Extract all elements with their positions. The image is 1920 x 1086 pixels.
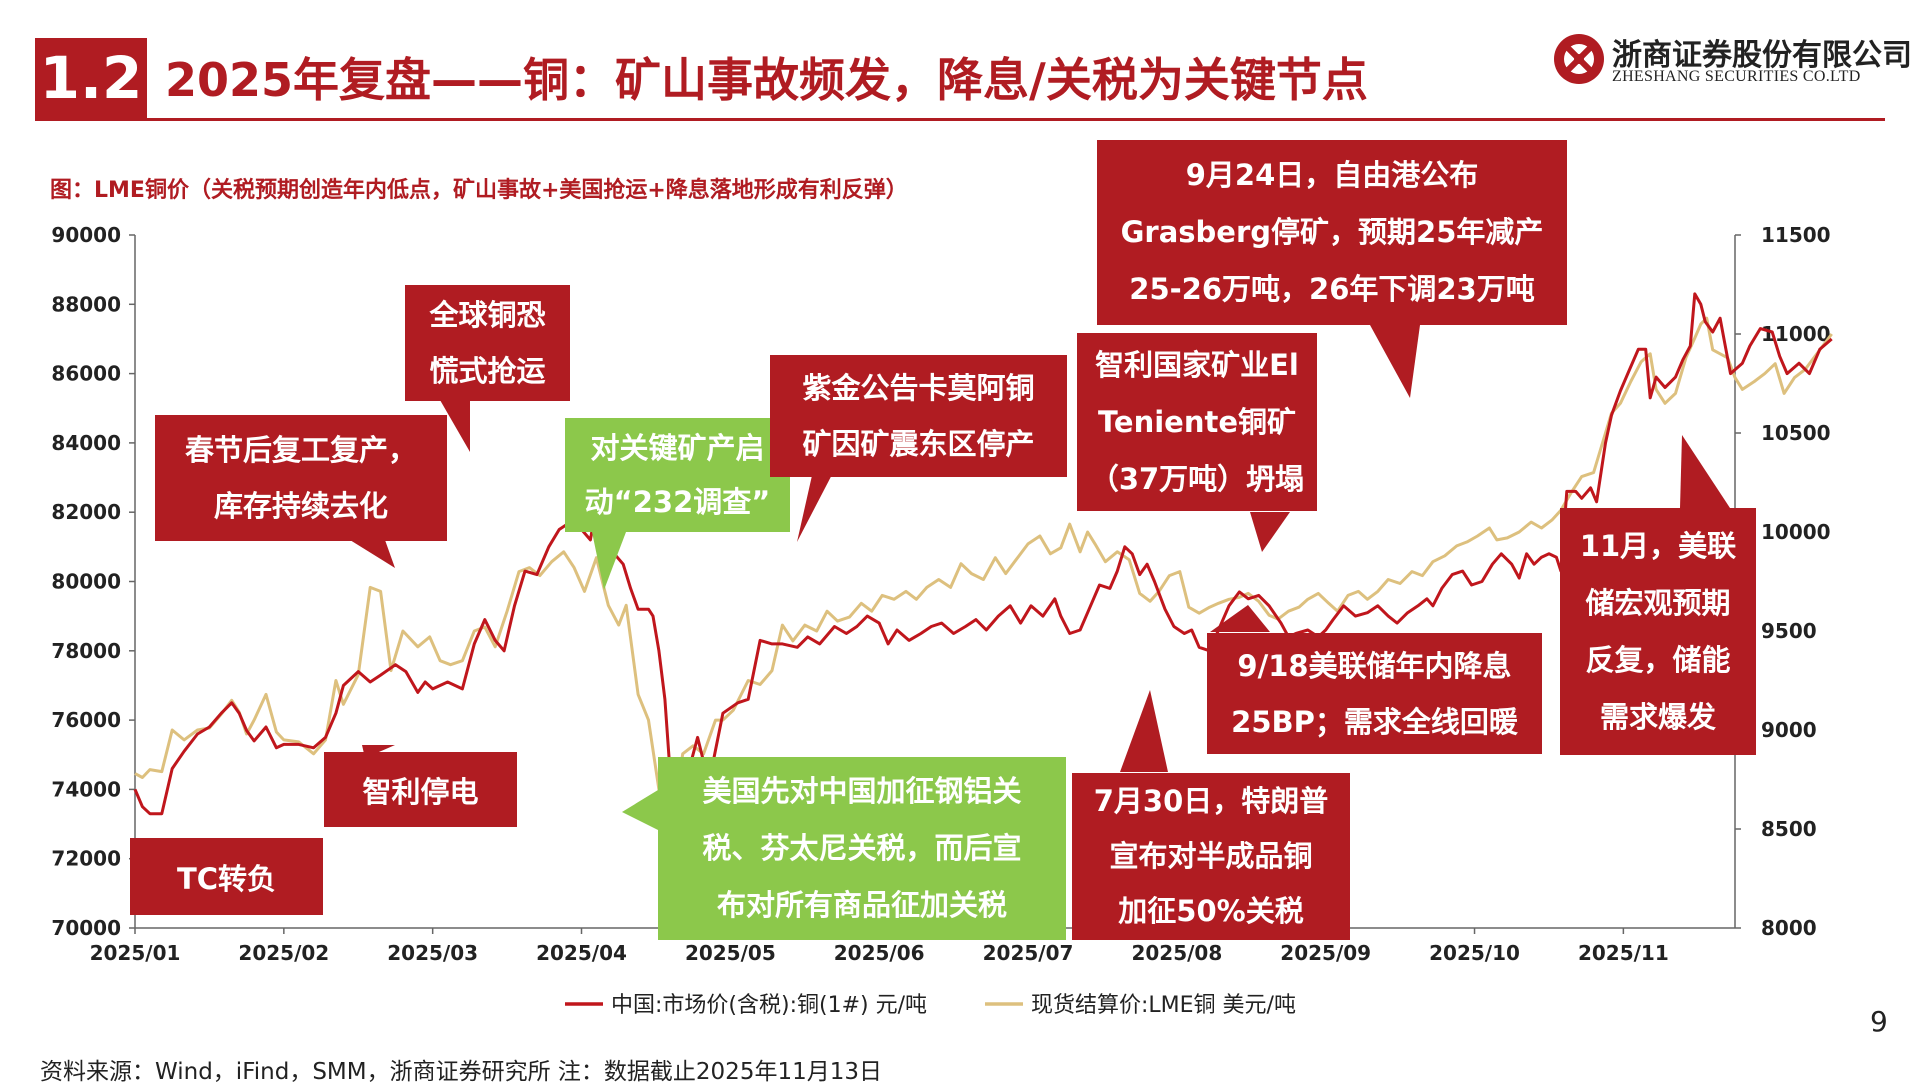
callout-chile-teniente: 智利国家矿业El Teniente铜矿 （37万吨）坍塌 — [1077, 333, 1317, 511]
legend-item-china-label: 中国:市场价(含税):铜(1#) 元/吨 — [611, 993, 927, 1018]
title-divider — [35, 118, 1885, 121]
arrow-global-panic — [440, 400, 470, 452]
page-number: 9 — [1870, 1005, 1888, 1038]
callout-global-panic: 全球铜恐 慌式抢运 — [405, 285, 570, 401]
y-left-tick-label: 82000 — [51, 500, 121, 524]
arrow-grasberg — [1370, 325, 1420, 398]
callout-tariff-china: 美国先对中国加征钢铝关 税、芬太尼关税，而后宣 布对所有商品征加关税 — [658, 757, 1066, 940]
callout-grasberg: 9月24日，自由港公布 Grasberg停矿，预期25年减产 25-26万吨，2… — [1097, 140, 1567, 325]
x-tick-label: 2025/11 — [1578, 941, 1669, 965]
callout-chile-outage: 智利停电 — [324, 752, 517, 827]
y-left-tick-label: 86000 — [51, 362, 121, 386]
x-tick-label: 2025/01 — [90, 941, 181, 965]
zheshang-logo-icon — [1554, 34, 1604, 84]
y-right-tick-label: 8500 — [1761, 817, 1817, 841]
x-tick-label: 2025/02 — [238, 941, 329, 965]
company-name-en: ZHESHANG SECURITIES CO.LTD — [1612, 68, 1861, 85]
series-line-china-copper-price — [133, 292, 1833, 843]
callout-section232: 对关键矿产启 动“232调查” — [565, 418, 790, 532]
x-tick-label: 2025/03 — [387, 941, 478, 965]
x-tick-label: 2025/06 — [834, 941, 925, 965]
chart-legend: 中国:市场价(含税):铜(1#) 元/吨 现货结算价:LME铜 美元/吨 — [565, 993, 1296, 1018]
callout-november: 11月，美联 储宏观预期 反复，储能 需求爆发 — [1560, 508, 1756, 755]
y-left-tick-label: 78000 — [51, 639, 121, 663]
y-left-tick-label: 84000 — [51, 431, 121, 455]
x-tick-label: 2025/09 — [1280, 941, 1371, 965]
y-right-tick-label: 10500 — [1761, 421, 1831, 445]
legend-item-lme-label: 现货结算价:LME铜 美元/吨 — [1031, 993, 1296, 1018]
arrow-teniente — [1250, 512, 1290, 552]
x-tick-label: 2025/04 — [536, 941, 627, 965]
y-left-tick-label: 80000 — [51, 570, 121, 594]
chart-series — [133, 292, 1833, 843]
y-left-tick-label: 70000 — [51, 916, 121, 940]
company-name-cn: 浙商证券股份有限公司 — [1612, 38, 1912, 73]
x-tick-label: 2025/05 — [685, 941, 776, 965]
slide-title: 2025年复盘——铜：矿山事故频发，降息/关税为关键节点 — [165, 53, 1368, 107]
y-right-tick-label: 9500 — [1761, 619, 1817, 643]
x-tick-label: 2025/10 — [1429, 941, 1520, 965]
y-right-tick-label: 11500 — [1761, 223, 1831, 247]
y-left-tick-label: 72000 — [51, 847, 121, 871]
y-left-tick-label: 74000 — [51, 777, 121, 801]
callout-post-festival: 春节后复工复产， 库存持续去化 — [155, 415, 447, 541]
callout-zijin: 紫金公告卡莫阿铜 矿因矿震东区停产 — [770, 355, 1067, 477]
callout-trump-tariff: 7月30日，特朗普 宣布对半成品铜 加征50%关税 — [1072, 773, 1350, 940]
callout-tc-negative: TC转负 — [130, 838, 323, 915]
y-left-tick-label: 88000 — [51, 292, 121, 316]
y-right-tick-label: 10000 — [1761, 520, 1831, 544]
section-number-badge: 1.2 — [35, 38, 147, 118]
arrow-trump — [1120, 690, 1168, 772]
y-left-tick-label: 76000 — [51, 708, 121, 732]
series-line-lme-copper-price — [134, 316, 1833, 819]
y-right-tick-label: 8000 — [1761, 916, 1817, 940]
y-right-tick-label: 9000 — [1761, 718, 1817, 742]
callout-fed-cut: 9/18美联储年内降息 25BP；需求全线回暖 — [1207, 633, 1542, 754]
chart-axes: 70000 72000 74000 76000 78000 80000 82000 84000… — [51, 223, 1830, 965]
arrow-post-festival — [350, 540, 395, 568]
y-left-tick-label: 90000 — [51, 223, 121, 247]
arrow-november — [1680, 435, 1730, 508]
arrow-section232 — [592, 532, 626, 590]
x-tick-label: 2025/07 — [983, 941, 1074, 965]
x-tick-label: 2025/08 — [1131, 941, 1222, 965]
arrow-fed — [1210, 605, 1270, 632]
figure-caption: 图：LME铜价（关税预期创造年内低点，矿山事故+美国抢运+降息落地形成有利反弹） — [50, 178, 908, 203]
source-note: 资料来源：Wind，iFind，SMM，浙商证券研究所 注：数据截止2025年1… — [40, 1059, 882, 1085]
arrow-tariff-china — [622, 790, 658, 830]
